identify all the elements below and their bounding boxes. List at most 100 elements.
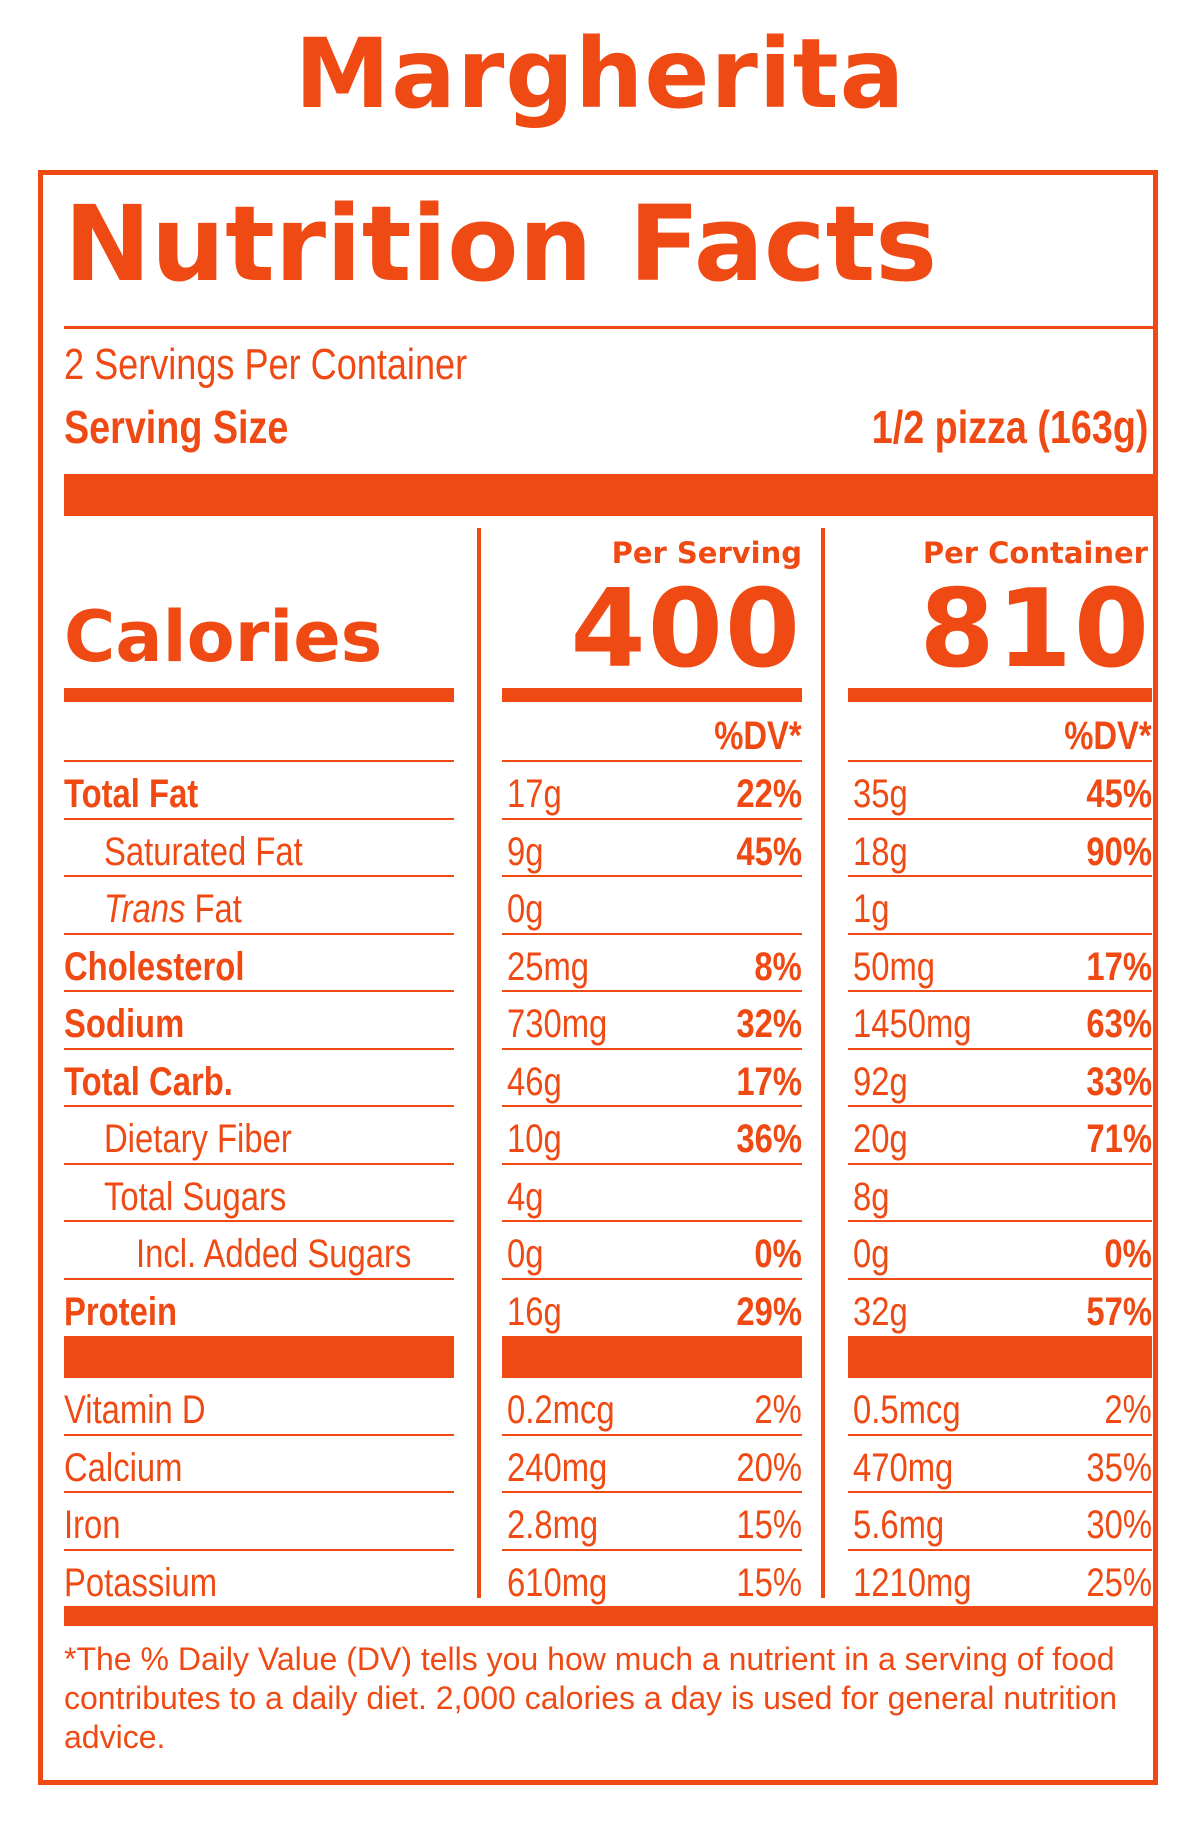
nutrient-container-dv: 45% xyxy=(990,774,1152,814)
nutrient-6-rule-serving xyxy=(502,1105,802,1107)
vitamin-bar-label xyxy=(64,1336,454,1376)
vitamin-container-amount: 5.6mg xyxy=(853,1505,964,1545)
nutrient-8-rule-container xyxy=(848,1220,1152,1222)
nutrient-label-main: Total Carb. xyxy=(64,1059,233,1104)
vitamin-bar-serving xyxy=(502,1336,802,1376)
nutrient-label-italic: Trans xyxy=(104,887,186,931)
serving-size-label-text: Serving Size xyxy=(64,401,289,453)
nutrient-container-amount: 50mg xyxy=(853,947,953,987)
nutrient-serving-dv-text: 0% xyxy=(754,1232,802,1276)
nutrient-3-rule-serving xyxy=(502,932,802,935)
nutrient-container-amount: 35g xyxy=(853,774,920,814)
nutrient-label: Sodium xyxy=(64,1004,211,1044)
nutrient-1-rule-label xyxy=(64,817,454,820)
nutrient-container-amount-text: 35g xyxy=(853,772,908,816)
vitamin-label-main: Potassium xyxy=(64,1560,218,1605)
nutrient-serving-amount-text: 9g xyxy=(507,829,544,874)
nutrient-container-dv-text: 57% xyxy=(1086,1289,1152,1334)
vitamin-label-text: Calcium xyxy=(64,1448,182,1488)
vitamin-0-rule-serving xyxy=(502,1376,802,1378)
nutrient-4-rule-label xyxy=(64,990,454,992)
vitamin-serving-dv-text: 15% xyxy=(736,1503,802,1547)
nutrient-label: Total Carb. xyxy=(64,1062,270,1102)
nutrient-7-rule-serving xyxy=(502,1162,802,1165)
nutrient-label: Incl. Added Sugars xyxy=(136,1234,472,1274)
vitamin-serving-dv-text: 15% xyxy=(736,1560,802,1605)
nutrient-label-text: Dietary Fiber xyxy=(104,1119,292,1159)
servings-per-container: 2 Servings Per Container xyxy=(64,340,556,390)
nutrient-serving-dv-text: 22% xyxy=(736,772,802,816)
serving-size-value-text: 1/2 pizza (163g) xyxy=(871,401,1148,453)
nutrient-3-rule-label xyxy=(64,932,454,935)
nutrient-label-main: Dietary Fiber xyxy=(104,1117,292,1161)
nutrient-serving-dv: 29% xyxy=(640,1292,802,1332)
nutrient-container-dv-text: 17% xyxy=(1086,944,1152,989)
vitamin-serving-amount-text: 610mg xyxy=(507,1560,608,1605)
vitamin-serving-dv-text: 20% xyxy=(736,1445,802,1490)
nutrient-container-dv-text: 45% xyxy=(1086,772,1152,816)
nutrient-label-main: Protein xyxy=(64,1289,177,1334)
nutrient-serving-dv-text: 17% xyxy=(736,1059,802,1104)
vitamin-1-rule-serving xyxy=(502,1433,802,1436)
nutrient-label: Total Fat xyxy=(64,774,228,814)
nutrient-serving-dv: 36% xyxy=(640,1119,802,1159)
servings-text: 2 Servings Per Container xyxy=(64,340,468,389)
nutrient-container-amount-text: 50mg xyxy=(853,944,936,989)
nutrient-serving-amount-text: 10g xyxy=(507,1117,562,1161)
nutrient-serving-amount: 9g xyxy=(507,832,552,872)
daily-value-footnote: *The % Daily Value (DV) tells you how mu… xyxy=(64,1641,1118,1756)
per-container-label: Per Container xyxy=(922,536,1148,570)
nutrient-container-dv xyxy=(990,889,1152,929)
nutrient-container-amount: 0g xyxy=(853,1234,898,1274)
nutrient-container-amount-text: 18g xyxy=(853,829,908,874)
nutrient-2-rule-label xyxy=(64,875,454,877)
nutrient-label-text: Cholesterol xyxy=(64,947,244,987)
nutrient-serving-dv-text: 8% xyxy=(754,944,802,989)
product-title: Margherita xyxy=(294,18,906,130)
vitamin-container-dv-text: 25% xyxy=(1086,1560,1152,1605)
nutrient-container-amount: 20g xyxy=(853,1119,920,1159)
nutrient-serving-amount: 4g xyxy=(507,1177,552,1217)
nutrient-label-main: Saturated Fat xyxy=(104,829,303,874)
nutrient-label-main: Fat xyxy=(185,887,242,931)
nutrient-label: Protein xyxy=(64,1292,202,1332)
dv-header-serving: %DV* xyxy=(600,716,802,756)
nutrient-container-dv: 33% xyxy=(990,1062,1152,1102)
nutrient-4-rule-serving xyxy=(502,990,802,992)
vitamin-label: Iron xyxy=(64,1505,133,1545)
vitamin-serving-amount-text: 0.2mcg xyxy=(507,1388,615,1432)
vitamin-label-text: Iron xyxy=(64,1505,121,1545)
nutrient-container-dv xyxy=(990,1177,1152,1217)
nutrient-2-rule-serving xyxy=(502,875,802,877)
nutrient-serving-dv-text: 36% xyxy=(736,1117,802,1161)
nutrient-container-dv-text: 90% xyxy=(1086,829,1152,874)
vitamin-serving-amount-text: 2.8mg xyxy=(507,1503,599,1547)
vitamin-serving-dv-text: 2% xyxy=(754,1388,802,1432)
vitamin-2-rule-serving xyxy=(502,1491,802,1493)
nutrient-serving-amount: 0g xyxy=(507,889,552,929)
vitamin-label-text: Vitamin D xyxy=(64,1390,206,1430)
vitamin-serving-amount: 2.8mg xyxy=(507,1505,618,1545)
nutrient-serving-dv: 45% xyxy=(640,832,802,872)
nutrient-label-main: Total Sugars xyxy=(104,1174,287,1219)
vitamin-serving-amount: 610mg xyxy=(507,1563,629,1603)
thick-bar-top xyxy=(64,474,1154,516)
nutrient-serving-dv-text: 32% xyxy=(736,1002,802,1046)
nutrient-container-amount: 32g xyxy=(853,1292,920,1332)
vitamin-serving-dv: 20% xyxy=(640,1448,802,1488)
nutrient-4-rule-container xyxy=(848,990,1152,992)
vitamin-container-amount: 0.5mcg xyxy=(853,1390,984,1430)
nutrient-label-text: Saturated Fat xyxy=(104,832,303,872)
vitamin-label: Potassium xyxy=(64,1563,251,1603)
nutrient-label: Total Sugars xyxy=(104,1177,326,1217)
vitamin-container-dv: 2% xyxy=(990,1390,1152,1430)
nutrient-label: Saturated Fat xyxy=(104,832,346,872)
nutrient-label-text: Incl. Added Sugars xyxy=(136,1234,411,1274)
nutrient-container-amount-text: 1g xyxy=(853,887,890,931)
column-divider-2 xyxy=(821,528,825,1598)
nutrient-serving-dv xyxy=(640,1177,802,1217)
calories-bar-label xyxy=(64,688,454,702)
vitamin-container-amount-text: 470mg xyxy=(853,1445,954,1490)
vitamin-3-rule-container xyxy=(848,1548,1152,1551)
nutrient-0-rule-container xyxy=(848,760,1152,762)
